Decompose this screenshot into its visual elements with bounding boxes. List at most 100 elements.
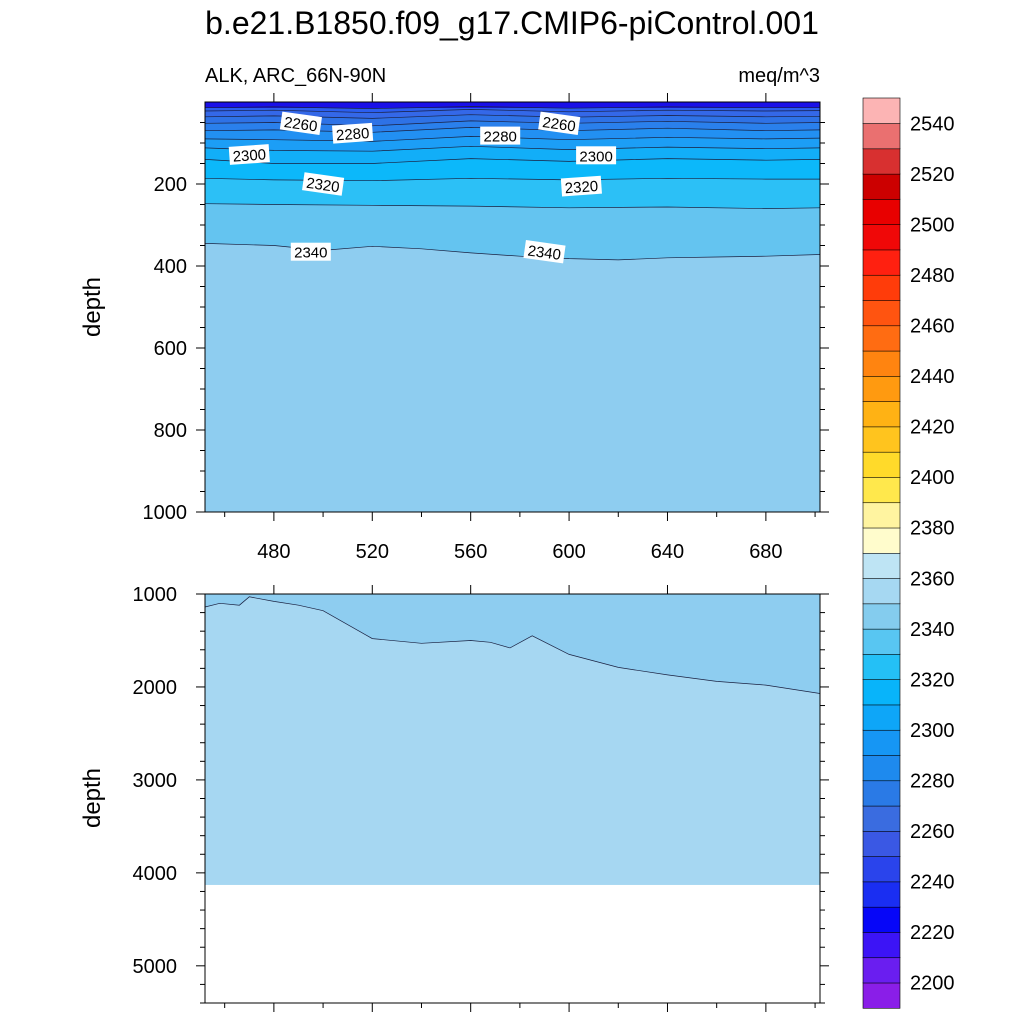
contour-label-bg bbox=[279, 111, 322, 135]
colorbar-label: 2400 bbox=[910, 467, 955, 489]
colorbar-box bbox=[862, 780, 901, 807]
colorbar-box bbox=[862, 97, 901, 124]
upper-ylabel: depth bbox=[79, 277, 106, 337]
contour-label-text: 2340 bbox=[527, 242, 562, 263]
colorbar-box bbox=[862, 628, 901, 655]
contour-label-text: 2320 bbox=[564, 178, 598, 197]
upper-xtick-label: 600 bbox=[552, 541, 585, 563]
colorbar-box bbox=[862, 679, 901, 706]
lower-ytick-label: 4000 bbox=[133, 863, 178, 885]
colorbar-box bbox=[862, 552, 901, 579]
upper-axes: 200 400 600 800 1000 480 520 560 600 640 680 bbox=[143, 93, 829, 563]
colorbar-label: 2540 bbox=[910, 113, 955, 135]
colorbar-box bbox=[862, 299, 901, 327]
colorbar-box bbox=[862, 957, 901, 984]
colorbar-box bbox=[862, 173, 901, 200]
contour-label: 2300 bbox=[576, 146, 617, 165]
upper-xtick-label: 480 bbox=[257, 541, 290, 563]
colorbar-box bbox=[862, 375, 901, 402]
colorbar-box bbox=[862, 224, 901, 251]
colorbar: 2200 2220 2240 2260 2280 2300 2320 2340 2360 2380… bbox=[862, 97, 955, 1009]
colorbar-label: 2280 bbox=[910, 771, 955, 793]
upper-xtick-label: 520 bbox=[356, 541, 389, 563]
contour-line-2290 bbox=[204, 145, 821, 152]
colorbar-box bbox=[862, 198, 901, 225]
colorbar-box bbox=[862, 603, 901, 630]
colorbar-box bbox=[862, 350, 901, 377]
contour-label-bg bbox=[228, 144, 270, 165]
colorbar-label: 2300 bbox=[910, 720, 955, 742]
contour-label-text: 2260 bbox=[541, 114, 576, 135]
contour-label-bg bbox=[480, 126, 521, 145]
contour-label-text: 2280 bbox=[484, 129, 517, 146]
colorbar-box bbox=[862, 451, 901, 478]
contour-label: 2280 bbox=[332, 122, 374, 144]
contour-label-text: 2340 bbox=[294, 245, 327, 262]
contour-label-bg bbox=[576, 146, 617, 165]
upper-ytick-label: 800 bbox=[154, 420, 187, 442]
figure-title: b.e21.B1850.f09_g17.CMIP6-piControl.001 bbox=[205, 5, 819, 41]
contour-label: 2340 bbox=[290, 242, 331, 262]
colorbar-box bbox=[862, 527, 901, 554]
colorbar-box bbox=[862, 577, 901, 605]
colorbar-box bbox=[862, 249, 901, 276]
contour-label: 2260 bbox=[538, 111, 581, 136]
lower-panel: depth 1000 2000 3000 4000 5000 bbox=[79, 584, 829, 1012]
contour-label-bg bbox=[332, 122, 374, 144]
contour-label-bg bbox=[538, 111, 581, 135]
contour-label: 2300 bbox=[228, 144, 270, 166]
upper-xtick-label: 640 bbox=[651, 541, 684, 563]
colorbar-box bbox=[862, 426, 901, 453]
contour-line-2300 bbox=[204, 158, 821, 164]
contour-label-text: 2260 bbox=[283, 114, 318, 135]
colorbar-box bbox=[862, 148, 901, 175]
upper-panel: ALK, ARC_66N-90N meq/m^3 depth 2260 2280 2… bbox=[79, 65, 829, 563]
upper-ytick-label: 600 bbox=[154, 338, 187, 360]
lower-ytick-label: 2000 bbox=[133, 677, 178, 699]
colorbar-label: 2460 bbox=[910, 316, 955, 338]
colorbar-box bbox=[862, 653, 901, 680]
lower-ytick-label: 5000 bbox=[133, 956, 178, 978]
colorbar-box bbox=[862, 881, 901, 908]
upper-ytick-label: 400 bbox=[154, 256, 187, 278]
contour-label-text: 2300 bbox=[232, 146, 266, 165]
contour-line-2220 bbox=[204, 106, 821, 109]
colorbar-label: 2320 bbox=[910, 669, 955, 691]
surface-band bbox=[205, 102, 820, 108]
colorbar-box bbox=[862, 325, 901, 352]
contour-label: 2280 bbox=[480, 126, 521, 146]
upper-xtick-label: 680 bbox=[749, 541, 782, 563]
contour-label-bg bbox=[560, 175, 602, 197]
colorbar-box bbox=[862, 830, 901, 857]
colorbar-box bbox=[862, 704, 901, 731]
colorbar-box bbox=[862, 906, 901, 933]
colorbar-box bbox=[862, 476, 901, 504]
lower-ytick-label: 1000 bbox=[133, 584, 178, 606]
upper-right-label: meq/m^3 bbox=[738, 65, 820, 87]
contour-line-2360 bbox=[204, 596, 821, 694]
colorbar-box bbox=[862, 754, 901, 782]
lower-upper-fill bbox=[205, 594, 820, 694]
contour-line-2240 bbox=[204, 109, 821, 114]
contour-label: 2340 bbox=[523, 240, 566, 264]
colorbar-box bbox=[862, 729, 901, 756]
contour-line-2320 bbox=[204, 203, 821, 209]
colorbar-box bbox=[862, 805, 901, 832]
upper-left-label: ALK, ARC_66N-90N bbox=[205, 65, 386, 87]
colorbar-box bbox=[862, 274, 901, 301]
colorbar-label: 2360 bbox=[910, 568, 955, 590]
colorbar-label: 2480 bbox=[910, 265, 955, 287]
colorbar-label: 2420 bbox=[910, 417, 955, 439]
colorbar-label: 2220 bbox=[910, 922, 955, 944]
upper-ytick-label: 200 bbox=[154, 174, 187, 196]
colorbar-box bbox=[862, 931, 901, 959]
colorbar-box bbox=[862, 122, 901, 150]
colorbar-label: 2340 bbox=[910, 619, 955, 641]
colorbar-label: 2260 bbox=[910, 821, 955, 843]
contour-label: 2260 bbox=[279, 111, 322, 136]
colorbar-box bbox=[862, 982, 901, 1009]
upper-ytick-label: 1000 bbox=[143, 502, 188, 524]
colorbar-label: 2520 bbox=[910, 164, 955, 186]
lower-axes: 1000 2000 3000 4000 5000 bbox=[133, 584, 829, 1012]
